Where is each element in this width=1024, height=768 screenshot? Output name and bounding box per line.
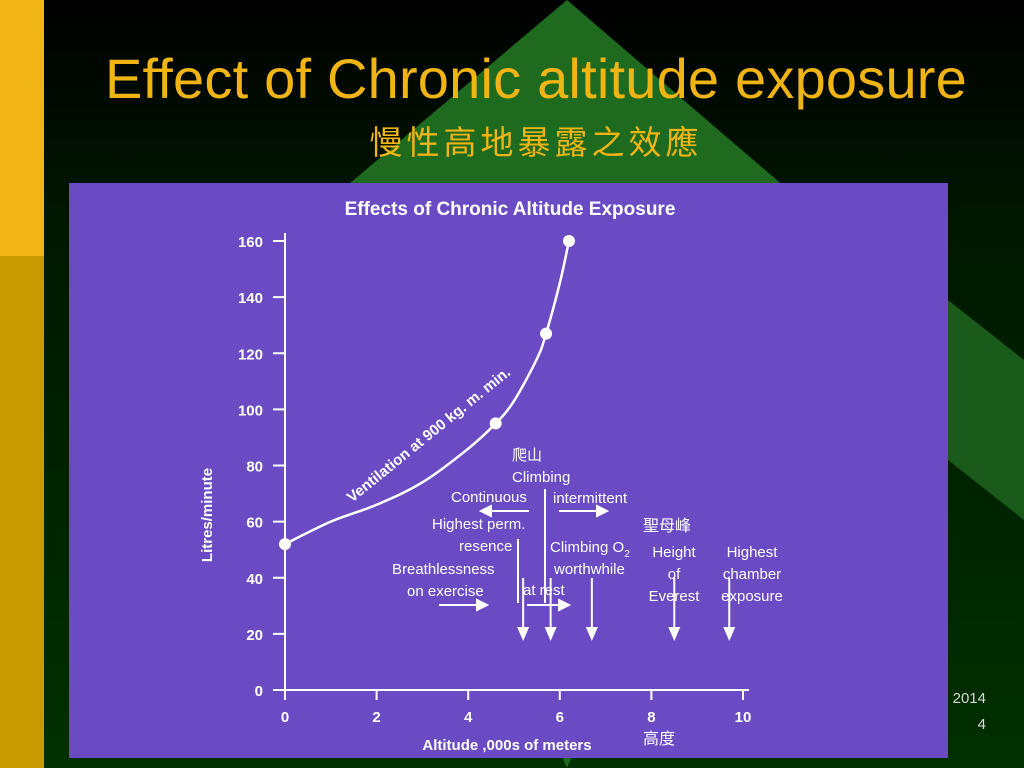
chart-panel: Effects of Chronic Altitude Exposure 0 20… (69, 183, 948, 758)
annotation-everest-2: of (668, 566, 681, 583)
footer-page-number: 4 (977, 716, 986, 733)
down-arrow-head (668, 627, 681, 641)
y-tick-label: 160 (238, 234, 263, 251)
footer-date: 2014 (952, 690, 986, 707)
x-tick-label: 8 (647, 709, 655, 726)
annotation-breathless-1: Breathlessness (392, 561, 495, 578)
left-accent-bar-bottom (0, 256, 44, 768)
down-arrow-head (723, 627, 736, 641)
y-tick-label: 80 (246, 459, 263, 476)
arrow-right-intermittent (559, 504, 610, 518)
data-point (279, 538, 291, 551)
annotation-intermittent: intermittent (553, 490, 628, 507)
arrow-right-breathless (439, 598, 490, 612)
x-tick-label: 2 (372, 709, 380, 726)
y-tick-label: 140 (238, 290, 263, 307)
x-tick-label: 10 (735, 709, 752, 726)
annotation-everest-1: Height (652, 544, 696, 561)
annotation-chamber-3: exposure (721, 588, 783, 605)
y-tick-label: 100 (238, 402, 263, 419)
annotation-layer: 爬山 Climbing Continuous intermittent High… (392, 447, 783, 748)
y-tick-label: 60 (246, 515, 263, 532)
down-arrows (517, 578, 736, 641)
series-label: Ventilation at 900 kg. m. min. (344, 364, 514, 506)
down-arrow-head (517, 627, 530, 641)
data-point (562, 235, 575, 247)
chart-svg: Effects of Chronic Altitude Exposure 020… (199, 199, 783, 754)
data-point (489, 417, 502, 430)
annotation-altitude-cn: 高度 (643, 730, 675, 748)
y-tick-label: 120 (238, 346, 263, 363)
x-tick-label: 0 (281, 709, 289, 726)
y-axis-label: Litres/minute (199, 468, 216, 562)
annotation-climbing: Climbing (512, 469, 570, 486)
page-title: Effect of Chronic altitude exposure (104, 47, 967, 110)
annotation-chamber-1: Highest (727, 544, 779, 561)
axes: 0 20 40 60 80 100 120 140 160 0 2 4 6 8 10 (238, 233, 751, 726)
green-diamond-right (948, 300, 1024, 520)
data-point (540, 327, 553, 340)
y-tick-label: 20 (246, 627, 263, 644)
arrow-left-continuous (478, 504, 529, 518)
chart-title: Effects of Chronic Altitude Exposure (345, 199, 676, 220)
y-tick-label: 40 (246, 571, 263, 588)
annotation-climbing-o2-1: Climbing O2 (550, 539, 630, 560)
annotation-everest-cn: 聖母峰 (643, 517, 691, 535)
down-arrow-head (544, 627, 557, 641)
arrow-right-at-rest (527, 598, 572, 612)
annotation-climbing-cn: 爬山 (512, 447, 542, 464)
annotation-climbing-o2-2: worthwhile (553, 561, 625, 578)
annotation-chamber-2: chamber (723, 566, 781, 583)
curve-layer (279, 235, 575, 551)
annotation-highest-perm-2: resence (459, 538, 512, 555)
annotation-breathless-2: on exercise (407, 583, 484, 600)
x-axis-label: Altitude ,000s of meters (422, 737, 591, 754)
down-arrow-head (585, 627, 598, 641)
x-tick-label: 4 (464, 709, 473, 726)
page-subtitle: 慢性高地暴露之效應 (369, 123, 703, 162)
x-tick-label: 6 (556, 709, 564, 726)
left-accent-bar-top (0, 0, 44, 256)
annotation-highest-perm-1: Highest perm. (432, 516, 525, 533)
annotation-climbing-o2-text: Climbing O (550, 539, 624, 556)
y-tick-label: 0 (255, 683, 263, 700)
annotation-climbing-o2-sub: 2 (624, 549, 630, 560)
annotation-continuous: Continuous (451, 489, 527, 506)
